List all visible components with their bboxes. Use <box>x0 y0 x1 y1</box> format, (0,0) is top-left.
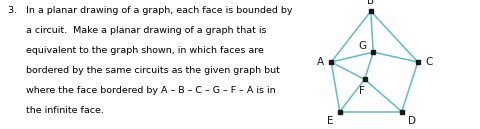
Text: 3.   In a planar drawing of a graph, each face is bounded by: 3. In a planar drawing of a graph, each … <box>8 6 293 15</box>
Text: where the face bordered by A – B – C – G – F – A is in: where the face bordered by A – B – C – G… <box>8 86 276 95</box>
Text: G: G <box>358 41 366 51</box>
Text: the infinite face.: the infinite face. <box>8 106 104 115</box>
Text: equivalent to the graph shown, in which faces are: equivalent to the graph shown, in which … <box>8 46 264 55</box>
Text: E: E <box>327 116 333 126</box>
Text: bordered by the same circuits as the given graph but: bordered by the same circuits as the giv… <box>8 66 280 75</box>
Text: a circuit.  Make a planar drawing of a graph that is: a circuit. Make a planar drawing of a gr… <box>8 26 266 35</box>
Text: D: D <box>408 116 416 126</box>
Text: F: F <box>359 86 365 95</box>
Text: A: A <box>316 57 324 67</box>
Text: C: C <box>425 57 432 67</box>
Text: B: B <box>367 0 374 6</box>
